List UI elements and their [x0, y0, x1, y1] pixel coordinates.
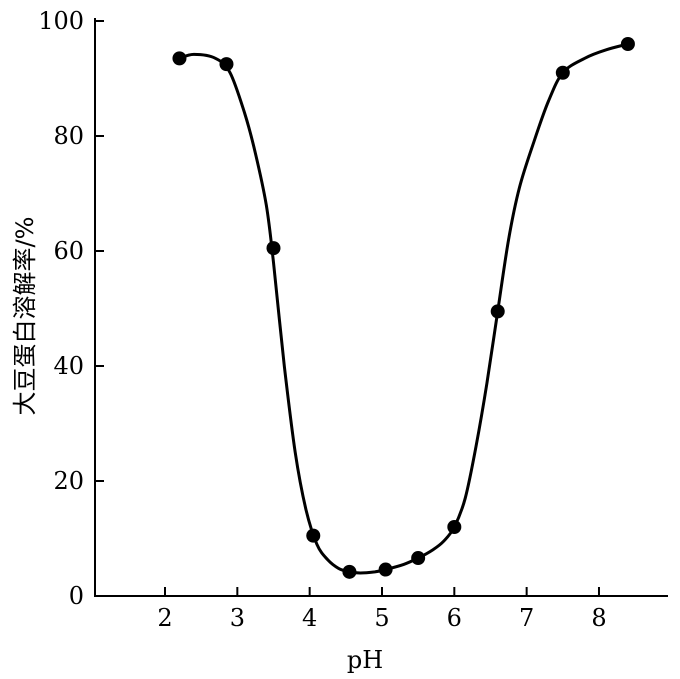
data-point	[306, 528, 321, 543]
x-tick-label: 2	[157, 604, 172, 632]
data-point	[490, 304, 505, 319]
y-axis-label: 大豆蛋白溶解率/%	[11, 217, 39, 416]
data-point	[620, 37, 635, 51]
data-point	[555, 65, 570, 80]
data-point	[266, 241, 281, 256]
data-point	[342, 564, 357, 579]
y-tick-label: 0	[69, 582, 84, 610]
y-tick-label: 100	[38, 7, 84, 35]
y-tick-label: 20	[53, 467, 84, 495]
data-point	[219, 57, 234, 72]
x-tick-label: 4	[302, 604, 317, 632]
x-tick-label: 5	[374, 604, 389, 632]
axes	[94, 18, 668, 597]
series-curve	[179, 42, 629, 575]
x-tick-label: 3	[230, 604, 245, 632]
y-tick-label: 80	[53, 122, 84, 150]
data-point	[447, 520, 462, 534]
data-point	[411, 551, 426, 566]
y-tick-label: 60	[53, 237, 84, 265]
x-tick-label: 6	[447, 604, 462, 632]
y-tick-label: 40	[53, 352, 84, 380]
y-ticks: 0 20 40 60 80 100	[38, 7, 104, 610]
data-point	[378, 562, 393, 577]
data-point	[172, 51, 187, 66]
x-axis-label: pH	[347, 646, 383, 674]
x-ticks: 2 3 4 5 6 7 8	[157, 587, 607, 632]
x-tick-label: 7	[519, 604, 534, 632]
data-points	[172, 37, 635, 579]
x-tick-label: 8	[591, 604, 606, 632]
